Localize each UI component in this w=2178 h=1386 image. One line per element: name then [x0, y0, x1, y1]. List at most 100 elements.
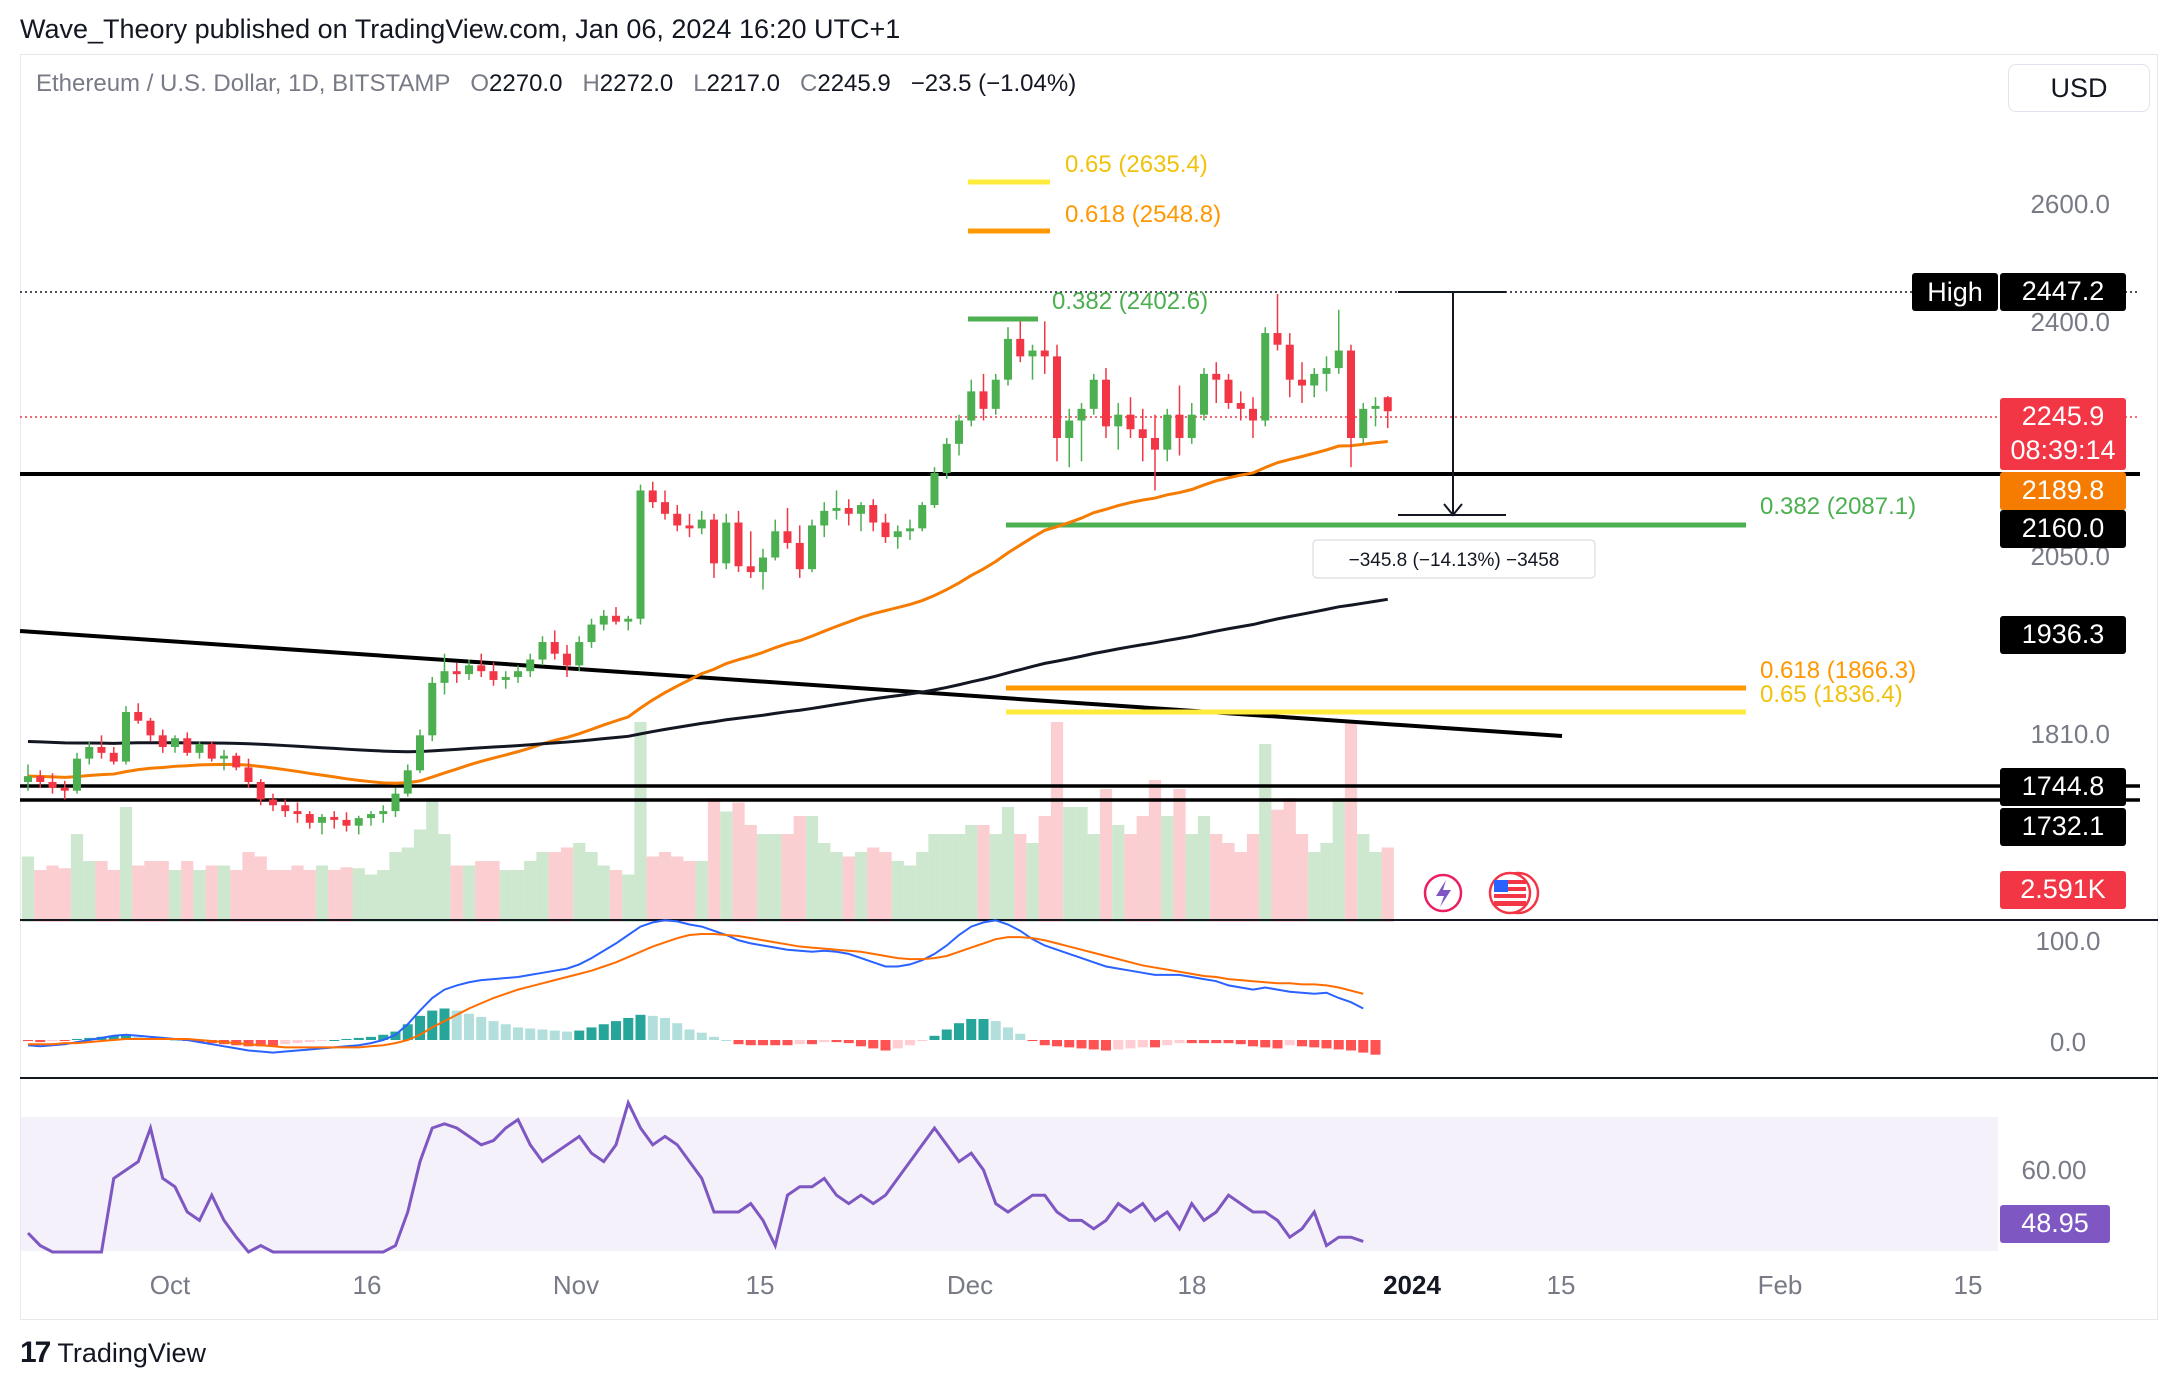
macd-hist-bar	[451, 1010, 462, 1040]
candle-body	[1261, 333, 1270, 421]
volume-bar	[242, 852, 255, 922]
candle-body	[342, 819, 351, 826]
candle-body	[893, 531, 902, 538]
currency-button[interactable]: USD	[2008, 64, 2150, 112]
candle-body	[942, 443, 951, 473]
volume-bar	[205, 865, 218, 922]
volume-bar	[903, 865, 917, 922]
macd-hist-bar	[1309, 1040, 1320, 1048]
candle-body	[440, 671, 449, 683]
candle-body	[820, 510, 829, 526]
volume-bar	[1222, 843, 1235, 922]
fib-label-0618-lower: 0.618 (1866.3)	[1760, 657, 1916, 684]
volume-bar	[1173, 789, 1186, 922]
symbol-legend[interactable]: Ethereum / U.S. Dollar, 1D, BITSTAMP O22…	[36, 70, 1076, 98]
volume-bar	[1369, 852, 1382, 922]
macd-hist-bar	[47, 1040, 58, 1042]
macd-hist-bar	[880, 1040, 891, 1051]
candle-body	[1126, 414, 1135, 430]
volume-bar	[438, 834, 451, 922]
candle-body	[207, 744, 216, 759]
rsi-axis-tick: 60.00	[2021, 1155, 2086, 1185]
macd-hist-bar	[366, 1036, 376, 1040]
macd-hist-bar	[488, 1021, 499, 1040]
level-tag-2-box	[2000, 808, 2126, 846]
candle-body	[1187, 414, 1196, 439]
time-axis-tick: Nov	[553, 1270, 599, 1300]
volume-bar	[475, 861, 488, 922]
candle-body	[1028, 350, 1037, 357]
candle-body	[183, 738, 192, 753]
candle-body	[73, 758, 81, 791]
macd-hist-bar	[1186, 1040, 1197, 1044]
candle-body	[24, 776, 32, 782]
candle-body	[526, 659, 535, 672]
macd-hist-bar	[1223, 1040, 1234, 1044]
ema50-tag-box	[2000, 472, 2126, 510]
volume-bar	[168, 870, 182, 922]
macd-hist-bar	[341, 1038, 352, 1040]
volume-bar	[254, 856, 267, 922]
price-axis-tick: 2600.0	[2030, 189, 2110, 219]
macd-hist-bar	[905, 1040, 915, 1046]
volume-bar	[132, 865, 145, 922]
macd-hist-bar	[1015, 1033, 1026, 1040]
macd-hist-bar	[500, 1024, 511, 1040]
static-lines-layer	[19, 179, 2158, 1251]
tradingview-logo-icon: 17	[20, 1336, 51, 1369]
level-tag-1-box	[2000, 768, 2126, 806]
volume-bar	[744, 825, 757, 922]
candle-body	[158, 735, 167, 747]
macd-hist-bar	[23, 1040, 33, 1042]
volume-bar	[818, 843, 831, 922]
us-flag-event-icon[interactable]	[1488, 871, 1540, 915]
fib-label-065-upper: 0.65 (2635.4)	[1065, 151, 1208, 178]
chart-frame	[20, 54, 2158, 1320]
volume-bar	[1259, 744, 1272, 922]
macd-hist-bar	[966, 1019, 977, 1040]
candle-body	[722, 522, 731, 564]
volume-bar	[695, 861, 708, 922]
candle-body	[379, 811, 388, 815]
fib-label-0382-lower: 0.382 (2087.1)	[1760, 493, 1916, 520]
rsi-band	[20, 1117, 1998, 1251]
candle-body	[354, 818, 363, 826]
macd-hist-bar	[672, 1023, 683, 1040]
volume-bar	[769, 834, 782, 922]
time-axis-tick: 18	[1178, 1270, 1207, 1300]
volume-bar	[928, 834, 941, 922]
candle-body	[195, 744, 204, 753]
volume-bar	[352, 868, 365, 922]
volume-bar	[573, 843, 586, 922]
rsi-line	[26, 1098, 1364, 1254]
candle-body	[783, 531, 792, 543]
macd-hist-bar	[427, 1010, 438, 1040]
candle-body	[575, 642, 584, 666]
volume-bar	[1050, 722, 1064, 922]
candle-body	[648, 490, 657, 503]
last-price-tag-text: 2245.9	[2022, 401, 2105, 431]
volume-bar	[34, 870, 47, 922]
macd-hist-bar	[1333, 1040, 1344, 1050]
candle-body	[1347, 350, 1355, 439]
volume-bar	[279, 870, 292, 922]
volume-bar	[181, 861, 194, 922]
volume-bar	[511, 870, 525, 922]
macd-hist-bar	[917, 1040, 928, 1042]
signal-line	[28, 932, 1364, 1049]
volume-bar	[315, 865, 329, 922]
last-price-tag-text: 08:39:14	[2010, 435, 2115, 465]
macd-hist-bar	[758, 1040, 768, 1046]
candle-body	[1102, 379, 1110, 427]
macd-hist-bar	[892, 1040, 903, 1049]
high-value: 2272.0	[599, 70, 674, 97]
candle-body	[514, 671, 522, 678]
macd-hist-bar	[819, 1040, 830, 1043]
macd-hist-bar	[1211, 1040, 1222, 1044]
measure-arrowhead	[1443, 503, 1463, 517]
candle-body	[955, 420, 963, 444]
lightning-event-icon[interactable]	[1423, 873, 1463, 913]
volume-bar	[854, 852, 868, 922]
volume-tag-text: 2.591K	[2020, 874, 2106, 904]
